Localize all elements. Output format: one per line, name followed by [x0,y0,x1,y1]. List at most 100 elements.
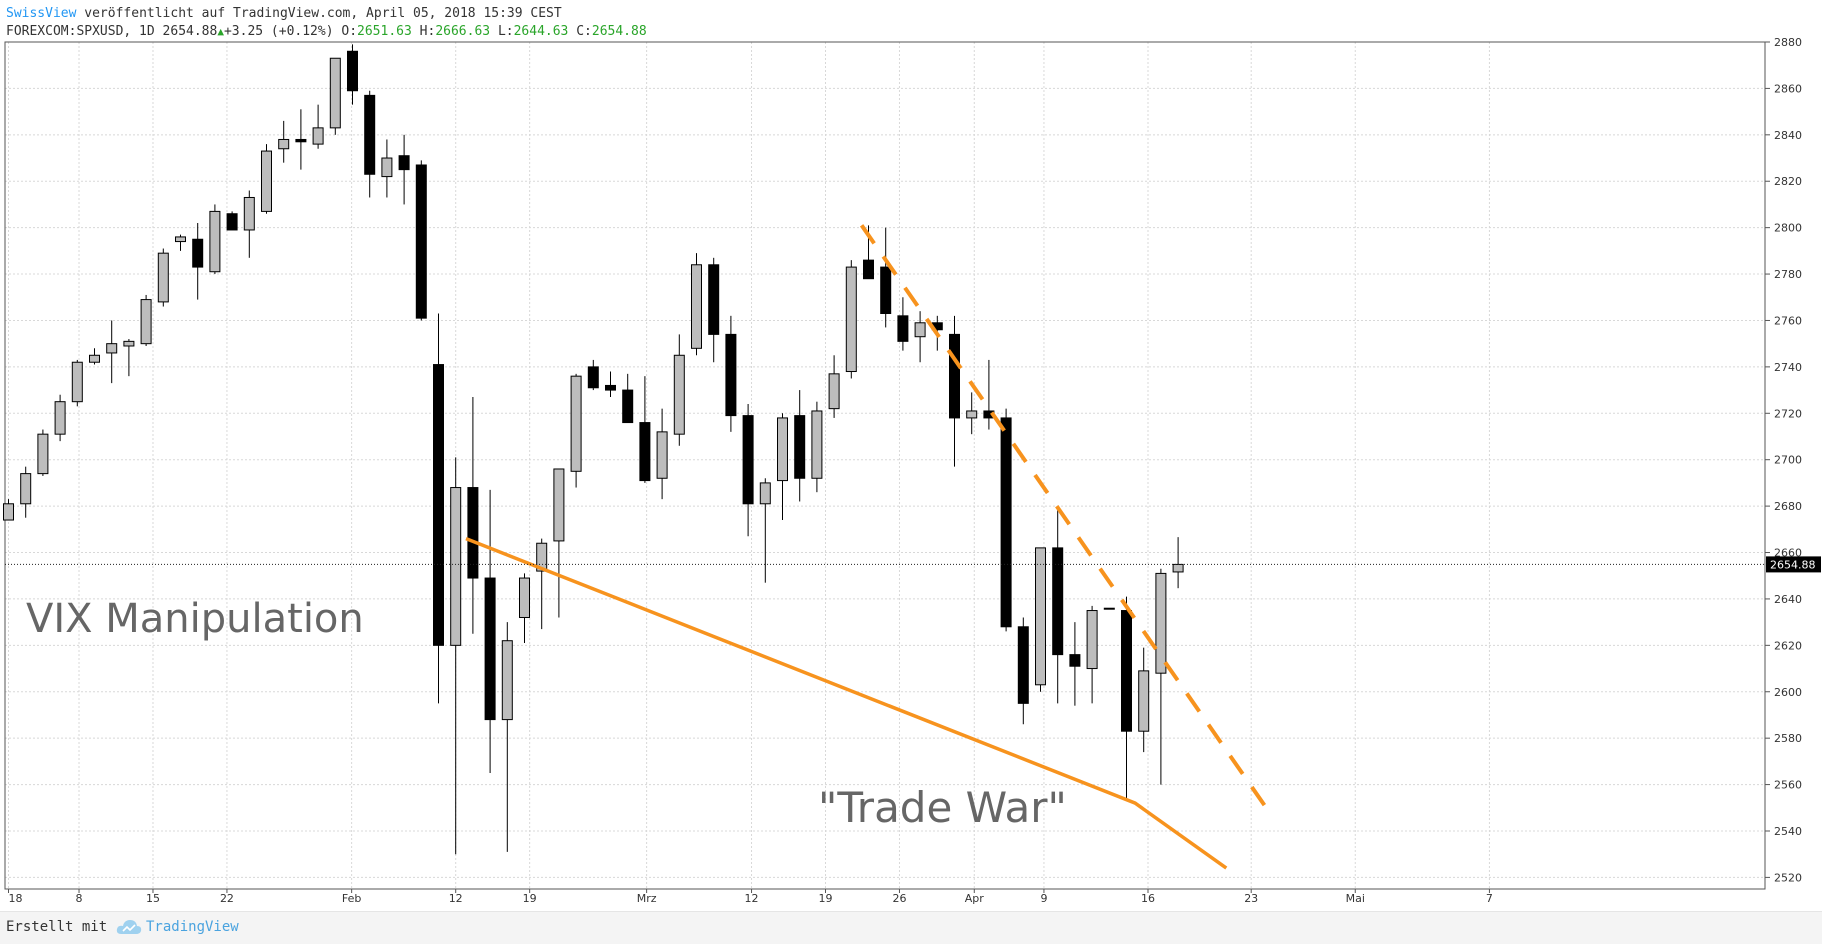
candle [570,373,582,488]
y-tick-label: 2600 [1774,686,1802,699]
x-tick-label: Mrz [637,892,657,905]
candle-body [949,333,960,419]
close-value: 2654.88 [591,24,647,39]
candle [1000,408,1012,632]
candle [140,294,152,346]
candle [484,489,496,773]
y-tick-label: 2580 [1774,732,1802,745]
y-tick-label: 2720 [1774,407,1802,420]
candle [1155,568,1167,785]
publish-line: SwissView veröffentlicht auf TradingView… [6,6,562,21]
candle-body [914,322,926,338]
candle [845,260,857,379]
tradingview-cloud-icon [116,920,142,934]
candle-body [845,266,857,373]
candles [3,44,1184,855]
published-text: veröffentlicht auf TradingView.com, Apri… [76,6,562,21]
tradingview-link[interactable]: TradingView [146,919,239,935]
x-tick-label: 19 [819,892,833,905]
candle-body [742,415,754,505]
trend-lines[interactable] [465,224,1275,870]
dashed-resistance-trendline[interactable] [859,224,1275,819]
candle-body [759,482,771,505]
candle-body [381,157,393,178]
x-tick-label: 19 [523,892,537,905]
y-tick-label: 2660 [1774,547,1802,560]
candle [639,376,651,483]
last-price-line: 2654.88 [5,556,1821,573]
low-value: 2644.63 [513,24,569,39]
candle [450,457,462,855]
candle-body [1155,572,1167,674]
candle [364,90,376,198]
candle-body [347,50,358,92]
candle [966,392,978,435]
candle [553,468,565,618]
candle-body [1172,563,1184,573]
candle [536,538,548,630]
candle-body [71,361,83,403]
vix-manipulation-label: VIX Manipulation [26,596,364,642]
x-tick-label: 26 [892,892,906,905]
candle [433,313,444,704]
candle-body [243,196,255,231]
candle [209,204,221,275]
candle-body [484,577,496,721]
axes: 2520 2540 2560 2580 2600 2620 2640 2660 2680 2700… [4,36,1802,905]
candle-body [157,252,169,303]
candle [622,373,634,424]
solid-support-trendline[interactable] [465,536,1228,870]
x-tick-label: Feb [342,892,361,905]
y-tick-label: 2520 [1774,871,1802,884]
close-label: C: [576,24,592,39]
candle [777,413,788,521]
candle [794,390,806,502]
last-price: 2654.88 [162,24,218,39]
candle [880,227,892,328]
candle [691,253,702,356]
candle-body [89,354,100,363]
author-link[interactable]: SwissView [6,6,77,21]
x-tick-label: 12 [449,892,463,905]
candle [983,359,995,430]
y-tick-label: 2740 [1774,361,1802,374]
high-label: H: [419,24,436,39]
candle [89,348,100,365]
candle [725,315,737,432]
candle [656,408,668,500]
grid [5,41,1765,889]
candle [106,320,118,384]
y-tick-label: 2860 [1774,82,1802,95]
candle [312,104,324,149]
y-tick-label: 2880 [1774,36,1802,49]
candle-body [1069,654,1081,667]
candle-body [3,503,14,521]
candle-body [828,373,840,410]
annotations: VIX Manipulation "Trade War" [26,596,1067,832]
ohlc-line: FOREXCOM:SPXUSD, 1D 2654.88▲+3.25 (+0.12… [6,24,647,39]
candle-body [639,422,651,482]
candle-body [450,487,462,646]
x-tick-label: 22 [220,892,234,905]
created-with-label: Erstellt mit [6,919,108,935]
candle [1103,607,1115,610]
candle-body [1000,417,1012,628]
y-tick-label: 2640 [1774,593,1802,606]
last-price-tag [1766,556,1821,573]
candle-body [708,264,720,335]
candle [811,401,823,493]
candle-body [1138,670,1150,732]
candle [347,44,358,105]
footer: Erstellt mit TradingView [0,911,1822,944]
candle [587,359,599,391]
candle [673,334,685,446]
candle-body [140,299,152,345]
candle-body [1035,547,1046,686]
x-tick-label: 9 [1040,892,1047,905]
y-tick-label: 2620 [1774,639,1802,652]
candle [1086,605,1098,704]
candle [243,190,255,258]
candle [759,478,771,583]
candle-body [398,155,410,171]
